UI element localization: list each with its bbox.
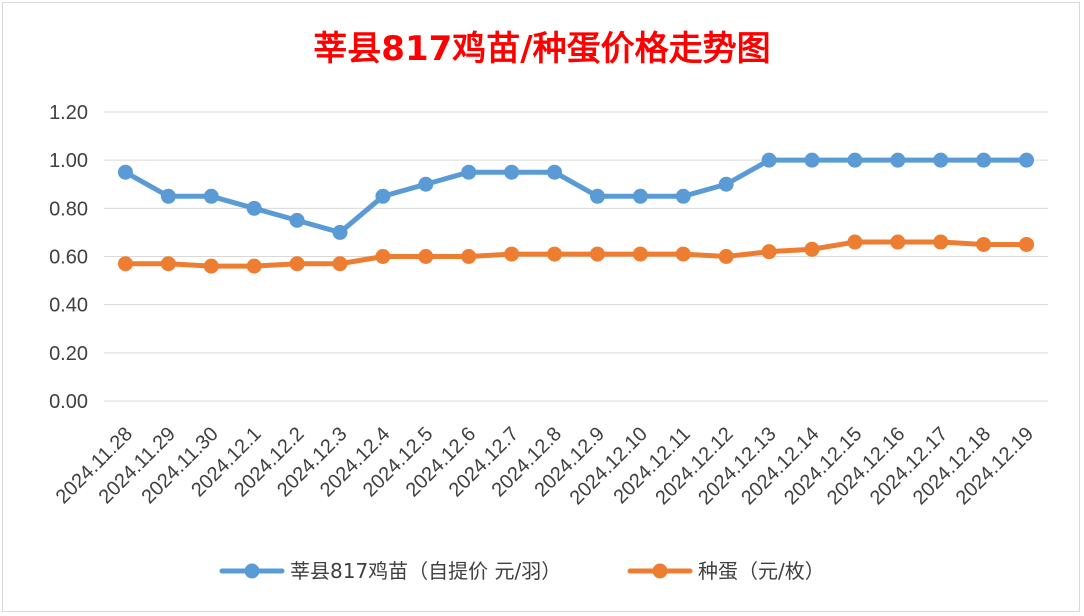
data-point <box>589 188 605 204</box>
legend: 莘县817鸡苗（自提价 元/羽） 种蛋（元/枚） <box>219 559 825 583</box>
data-point <box>117 164 133 180</box>
x-axis: 2024.11.282024.11.292024.11.302024.12.12… <box>52 423 1038 509</box>
data-point <box>675 246 691 262</box>
y-axis: 0.00 0.20 0.40 0.60 0.80 1.00 1.20 <box>49 102 88 413</box>
data-point <box>418 249 434 264</box>
data-point <box>375 249 391 264</box>
y-tick-label: 0.40 <box>49 295 88 317</box>
data-point <box>547 246 563 262</box>
y-tick-label: 1.20 <box>49 102 88 124</box>
data-point <box>718 176 734 192</box>
data-point <box>675 188 691 204</box>
chart-title: 莘县817鸡苗/种蛋价格走势图 <box>313 29 770 69</box>
y-tick-label: 0.00 <box>49 391 88 413</box>
data-point <box>160 188 176 204</box>
data-point <box>933 234 949 250</box>
data-point <box>976 236 992 252</box>
data-point <box>289 256 305 272</box>
data-point <box>160 256 176 272</box>
data-point <box>933 152 949 168</box>
series-line <box>122 239 1030 269</box>
data-point <box>246 258 262 274</box>
legend-item: 莘县817鸡苗（自提价 元/羽） <box>219 559 561 583</box>
data-point <box>761 244 777 260</box>
legend-item: 种蛋（元/枚） <box>627 559 825 583</box>
data-point <box>375 188 391 204</box>
data-point <box>332 224 348 240</box>
data-point <box>332 256 348 272</box>
y-tick-label: 1.00 <box>49 150 88 172</box>
data-point <box>890 152 906 168</box>
data-point <box>461 164 477 180</box>
series-1 <box>117 234 1035 274</box>
data-point <box>418 176 434 192</box>
data-point <box>890 234 906 250</box>
legend-label: 种蛋（元/枚） <box>698 559 825 583</box>
data-point <box>847 152 863 168</box>
legend-swatch-marker <box>652 563 668 579</box>
y-tick-label: 0.20 <box>49 343 88 365</box>
data-point <box>976 152 992 168</box>
data-point <box>203 188 219 204</box>
series-line <box>122 157 1030 235</box>
data-point <box>632 246 648 262</box>
y-tick-label: 0.60 <box>49 247 88 269</box>
data-point <box>1019 236 1035 252</box>
data-point <box>761 152 777 168</box>
data-point <box>117 256 133 272</box>
data-point <box>589 246 605 262</box>
legend-swatch-marker <box>244 563 260 579</box>
series-0 <box>117 152 1035 240</box>
data-point <box>246 200 262 216</box>
data-point <box>504 164 520 180</box>
data-point <box>632 188 648 204</box>
data-point <box>718 249 734 264</box>
series-lines <box>117 152 1035 274</box>
data-point <box>847 234 863 250</box>
y-tick-label: 0.80 <box>49 198 88 220</box>
legend-label: 莘县817鸡苗（自提价 元/羽） <box>290 559 561 583</box>
data-point <box>804 241 820 257</box>
data-point <box>289 212 305 228</box>
data-point <box>1019 152 1035 168</box>
data-point <box>547 164 563 180</box>
data-point <box>461 249 477 264</box>
data-point <box>504 246 520 262</box>
data-point <box>203 258 219 274</box>
data-point <box>804 152 820 168</box>
